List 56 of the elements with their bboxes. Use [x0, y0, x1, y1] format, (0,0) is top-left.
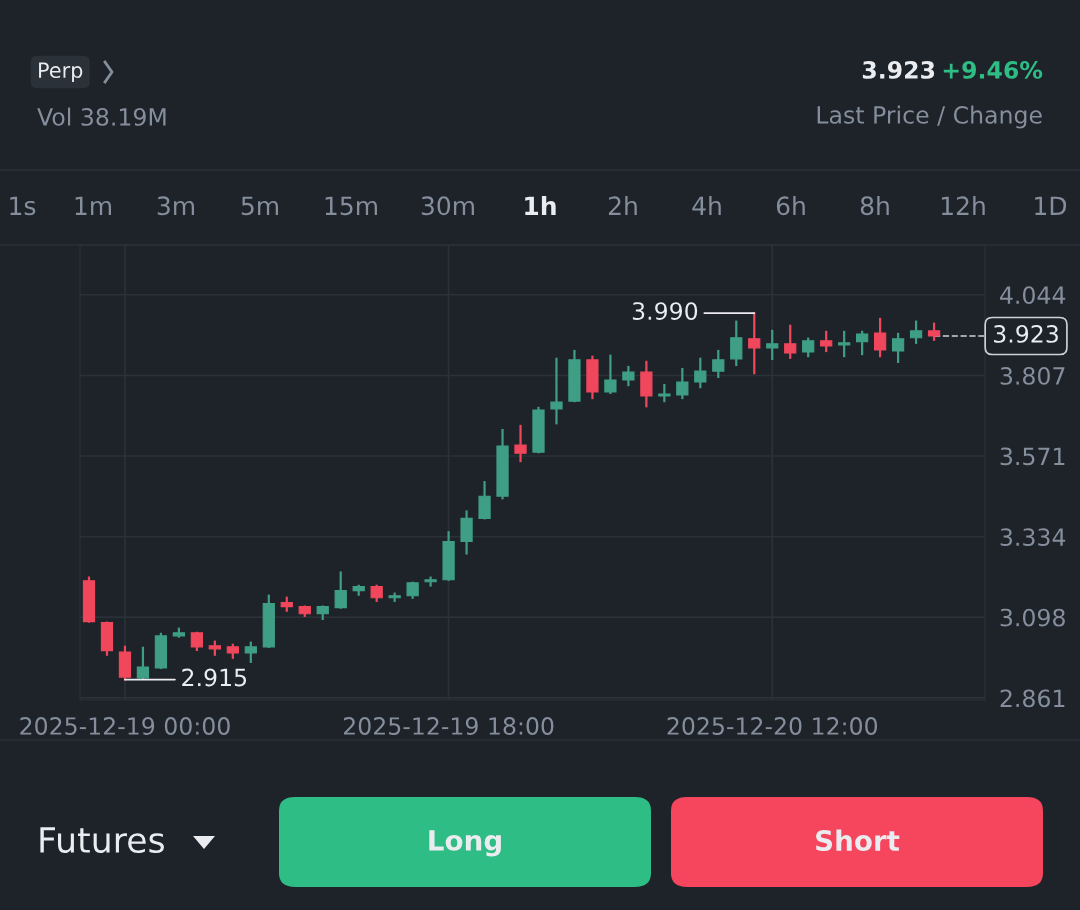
chart-title: Perp	[39, 62, 83, 83]
candlestick	[550, 357, 563, 425]
chart-subtitle: Vol 38.19M	[37, 107, 166, 126]
candlestick	[891, 332, 905, 364]
candlestick	[838, 330, 851, 358]
candlestick	[712, 349, 725, 379]
candlestick	[136, 646, 150, 679]
candlestick	[604, 354, 617, 395]
text: 5m	[241, 196, 279, 216]
candlestick	[622, 365, 635, 387]
text: Last Price / Change	[817, 105, 1042, 129]
candlestick	[676, 367, 689, 400]
text: 15m	[325, 196, 377, 216]
x-tick-label: 2025-12-19 18:00	[343, 717, 554, 735]
candlestick	[873, 317, 887, 358]
text: 8h	[860, 195, 889, 216]
candlestick	[514, 424, 527, 463]
annotation: 3.990	[632, 302, 698, 321]
candlestick	[694, 357, 707, 389]
candlestick	[244, 641, 257, 663]
text: 3m	[157, 196, 195, 216]
x-tick-label: 2025-12-19 00:00	[20, 717, 230, 735]
text: 1h	[525, 195, 556, 215]
candlestick	[460, 510, 473, 555]
y-tick-label: 2.861	[1000, 689, 1065, 708]
text: 1m	[75, 196, 112, 215]
candlestick	[478, 481, 491, 520]
text: 1s	[10, 196, 36, 216]
text: Long	[429, 830, 501, 857]
candlestick	[730, 320, 743, 367]
y-tick-label: 3.571	[1000, 447, 1065, 466]
text: 2h	[608, 195, 637, 215]
text: 12h	[941, 195, 985, 215]
ref-line-label: 3.923	[994, 324, 1058, 343]
x-tick-label: 2025-12-20 12:00	[667, 717, 878, 735]
text: 3.923	[862, 60, 935, 79]
text: 30m	[421, 196, 474, 216]
y-tick-label: 3.334	[1000, 528, 1066, 547]
candlestick	[748, 312, 761, 375]
candlestick	[766, 329, 779, 360]
candlestick	[640, 360, 653, 408]
y-tick-label: 3.807	[1000, 366, 1065, 385]
text: 4h	[692, 195, 721, 215]
text: Short	[816, 829, 900, 852]
text: Futures	[40, 827, 164, 854]
candlestick	[820, 330, 833, 353]
candlestick	[856, 330, 869, 356]
candlestick	[334, 571, 347, 609]
y-tick-label: 3.098	[1000, 608, 1065, 627]
annotation: 2.915	[182, 668, 247, 687]
text: 1D	[1035, 196, 1067, 215]
candlestick	[909, 320, 923, 344]
candlestick	[784, 324, 797, 359]
y-tick-label: 4.044	[1000, 286, 1066, 305]
text: 6h	[776, 195, 805, 216]
text: +9.46%	[943, 60, 1043, 79]
